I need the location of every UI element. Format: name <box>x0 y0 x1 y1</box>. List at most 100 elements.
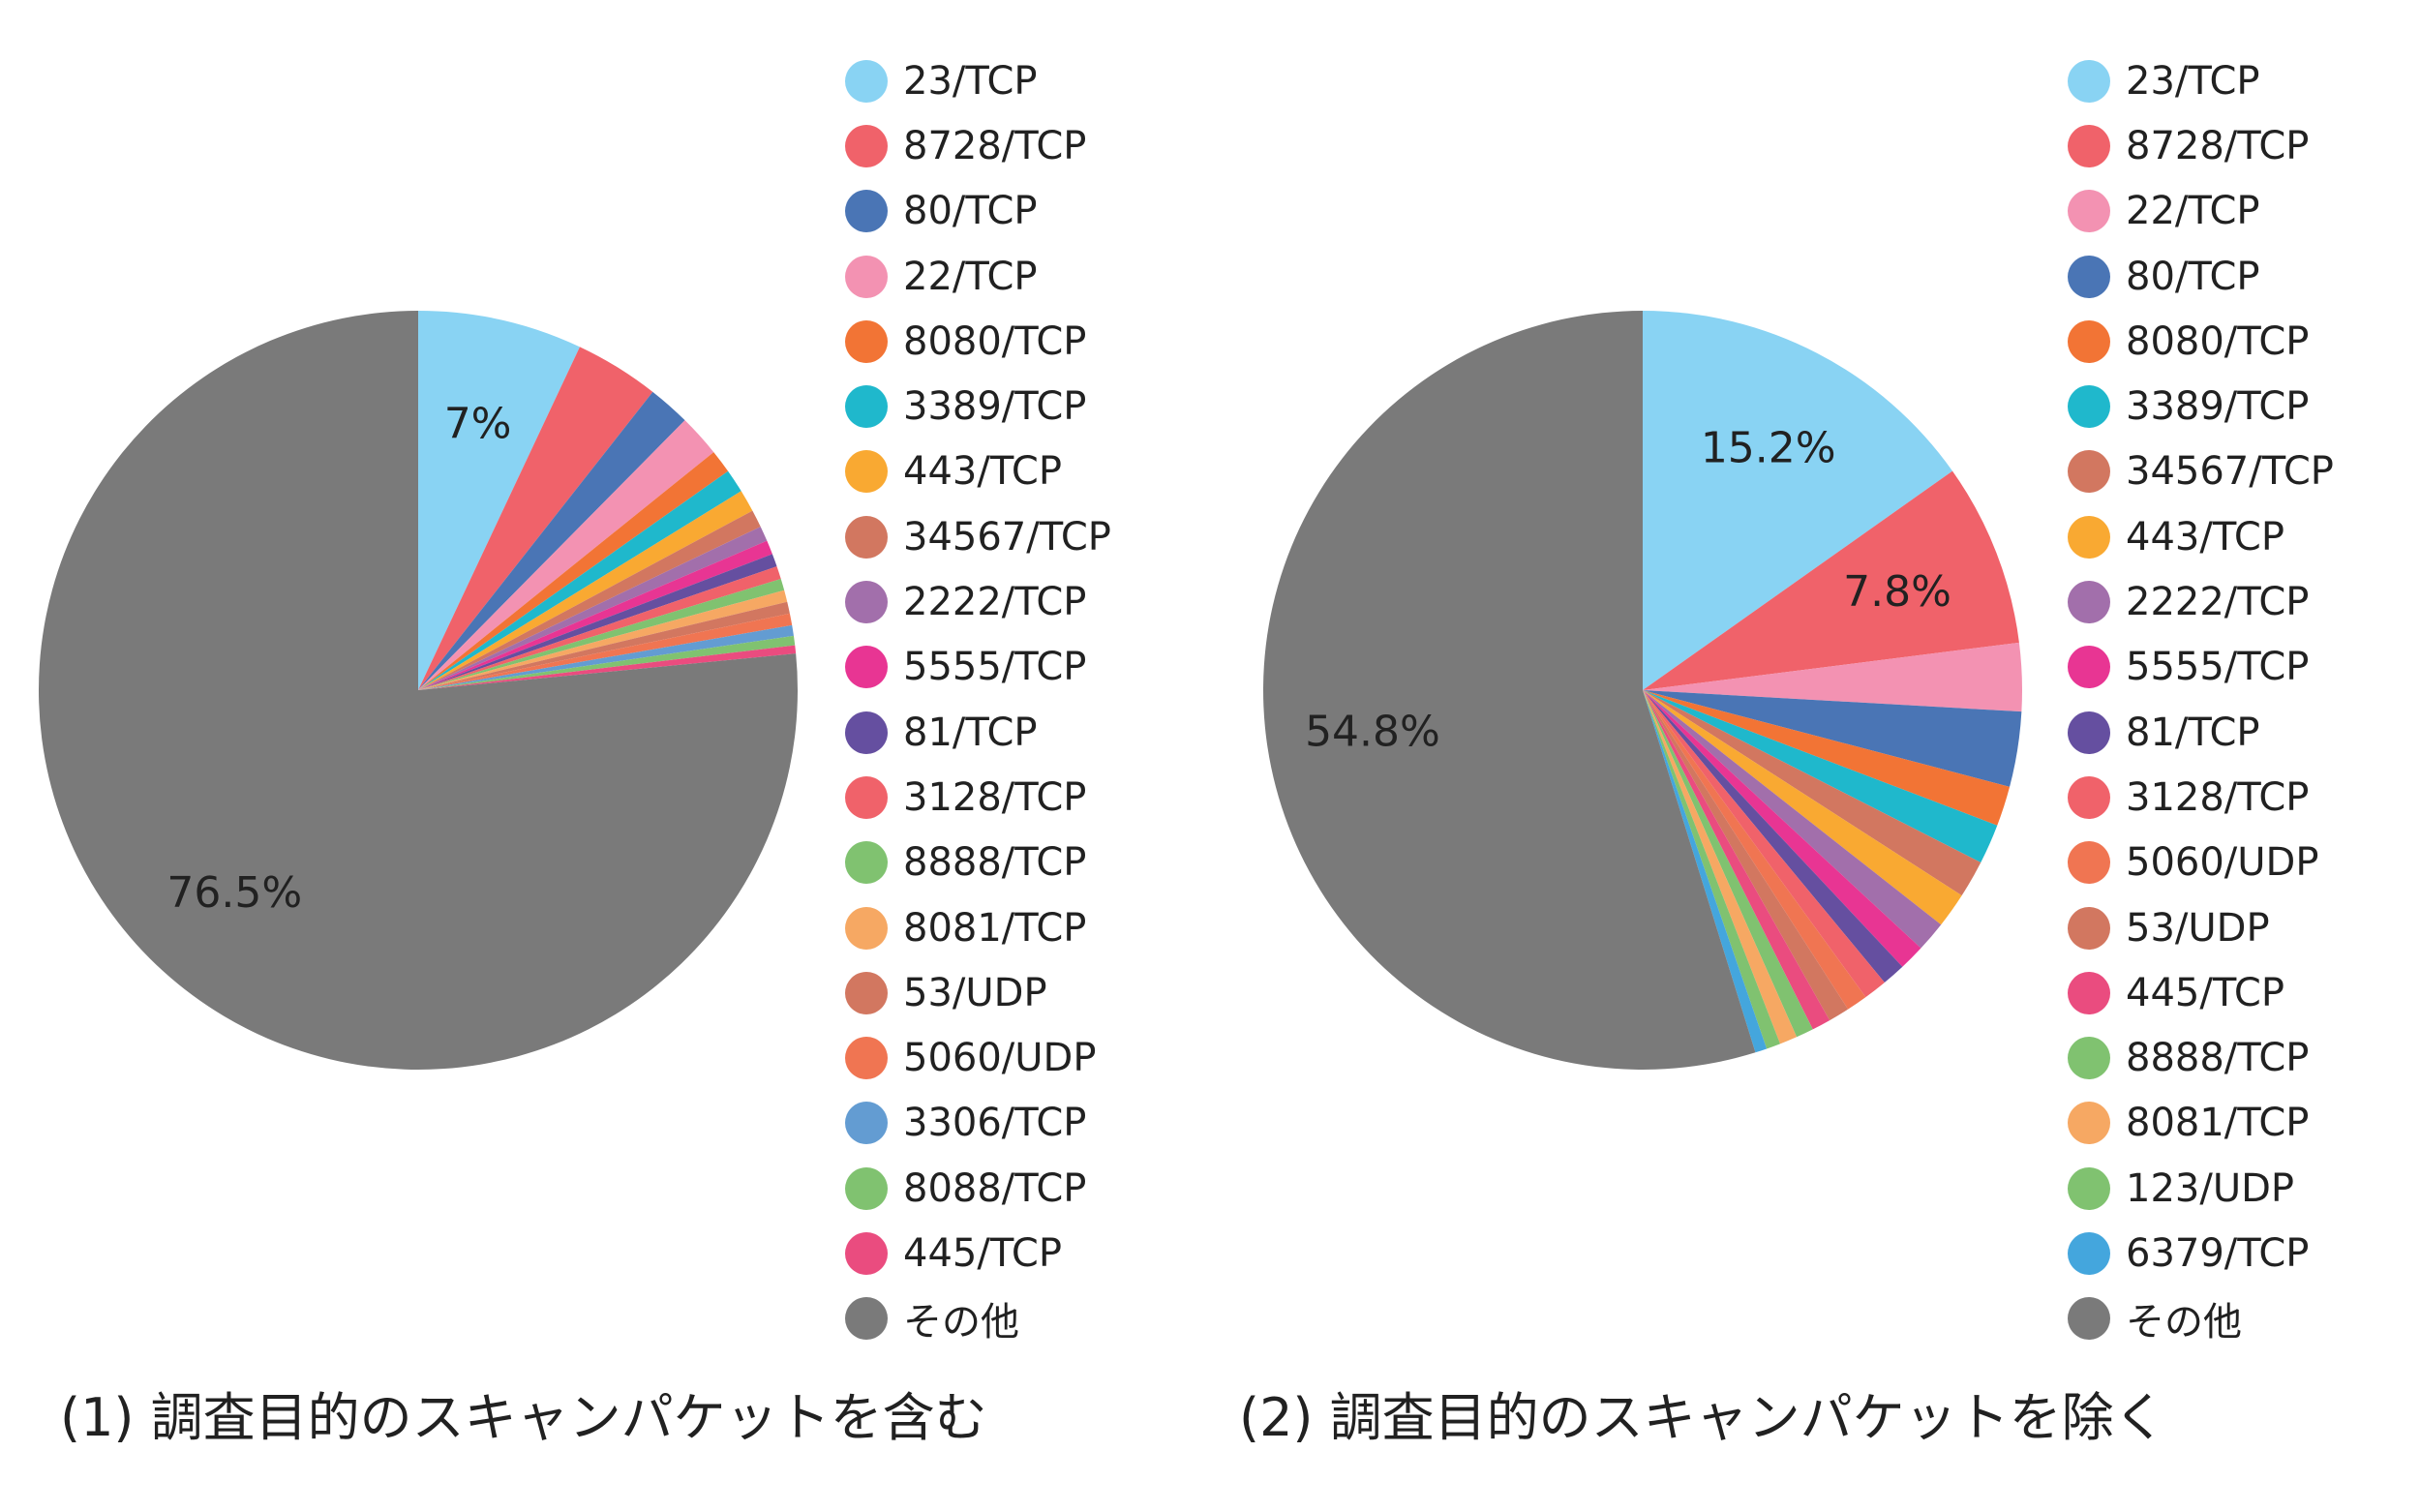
pie-slice <box>418 347 653 690</box>
legend-swatch-icon <box>845 1231 888 1275</box>
caption-chart-2: (2) 調査目的のスキャンパケットを除く <box>1239 1387 2166 1448</box>
pie-slice <box>1643 690 2022 787</box>
legend-label: 5060/UDP <box>903 1036 1097 1081</box>
legend-label: 34567/TCP <box>903 514 1111 559</box>
pie-slice <box>1643 690 1768 1053</box>
legend-chart-1: 23/TCP 8728/TCP 80/TCP 22/TCP 8080/TCP 3389/T… <box>845 48 1111 1351</box>
pie-slice <box>1643 690 1903 983</box>
slice-data-label: 15.2% <box>1701 423 1836 472</box>
slice-data-label: 76.5% <box>166 868 302 918</box>
legend-item: 5555/TCP <box>2068 635 2334 700</box>
pie-slice <box>1643 690 1921 967</box>
pie-slice <box>1643 690 1813 1038</box>
legend-label: 23/TCP <box>903 58 1038 104</box>
legend-item: 3128/TCP <box>845 765 1111 830</box>
slice-data-label: 54.8% <box>1305 707 1440 756</box>
legend-swatch-icon <box>2068 255 2110 298</box>
legend-label: 8728/TCP <box>903 123 1087 168</box>
legend-swatch-icon <box>2068 906 2110 950</box>
legend-item: 8728/TCP <box>845 113 1111 178</box>
pie-slice <box>1643 690 1981 896</box>
legend-label: 80/TCP <box>2126 254 2260 299</box>
pie-slice <box>1643 642 2022 712</box>
pie-slice <box>418 391 685 690</box>
legend-swatch-icon <box>845 1297 888 1341</box>
legend-item: 8888/TCP <box>845 831 1111 895</box>
legend-item: 123/UDP <box>2068 1156 2334 1221</box>
legend-swatch-icon <box>2068 711 2110 754</box>
pie-slice <box>418 510 761 690</box>
legend-item: 445/TCP <box>845 1221 1111 1285</box>
legend-item: 8080/TCP <box>845 309 1111 374</box>
legend-label: 3306/TCP <box>903 1101 1087 1146</box>
legend-item: その他 <box>2068 1286 2334 1351</box>
legend-item: 3389/TCP <box>2068 374 2334 438</box>
legend-item: 443/TCP <box>845 439 1111 504</box>
legend-label: 3389/TCP <box>903 384 1087 430</box>
pie-slice <box>1643 690 1885 998</box>
legend-label: 8888/TCP <box>2126 1036 2310 1081</box>
legend-item: 3306/TCP <box>845 1091 1111 1156</box>
legend-swatch-icon <box>2068 1102 2110 1145</box>
legend-item: 8081/TCP <box>2068 1091 2334 1156</box>
legend-swatch-icon <box>2068 581 2110 624</box>
legend-swatch-icon <box>845 1102 888 1145</box>
pie-slice <box>1643 690 1830 1030</box>
legend-item: 8081/TCP <box>845 895 1111 960</box>
legend-label: 80/TCP <box>903 189 1038 234</box>
legend-item: 8080/TCP <box>2068 309 2334 374</box>
legend-swatch-icon <box>2068 124 2110 167</box>
legend-label: 2222/TCP <box>903 580 1087 625</box>
legend-swatch-icon <box>2068 190 2110 233</box>
legend-swatch-icon <box>2068 775 2110 819</box>
legend-item: 80/TCP <box>2068 244 2334 309</box>
legend-item: その他 <box>845 1286 1111 1351</box>
legend-swatch-icon <box>845 841 888 885</box>
legend-swatch-icon <box>2068 385 2110 429</box>
pie-slice <box>418 540 772 690</box>
legend-swatch-icon <box>845 59 888 103</box>
legend-item: 3389/TCP <box>845 374 1111 438</box>
legend-label: 6379/TCP <box>2126 1230 2310 1276</box>
legend-swatch-icon <box>845 581 888 624</box>
legend-swatch-icon <box>845 515 888 559</box>
legend-item: 34567/TCP <box>845 504 1111 569</box>
legend-swatch-icon <box>2068 515 2110 559</box>
legend-item: 34567/TCP <box>2068 439 2334 504</box>
legend-label: その他 <box>2126 1300 2242 1346</box>
legend-label: 81/TCP <box>903 710 1038 755</box>
legend-label: 445/TCP <box>903 1230 1062 1276</box>
legend-label: 5555/TCP <box>2126 645 2310 690</box>
legend-label: 53/UDP <box>903 970 1047 1015</box>
pie-slice <box>418 554 777 690</box>
legend-label: 8081/TCP <box>2126 1101 2310 1146</box>
legend-item: 23/TCP <box>845 48 1111 113</box>
pie-slice <box>418 590 788 690</box>
legend-item: 22/TCP <box>845 244 1111 309</box>
pie-slice <box>418 527 768 690</box>
pie-slice <box>1643 690 2011 826</box>
legend-label: 8888/TCP <box>903 840 1087 886</box>
legend-swatch-icon <box>2068 646 2110 689</box>
legend-label: 8081/TCP <box>903 905 1087 951</box>
legend-swatch-icon <box>845 450 888 494</box>
legend-item: 8088/TCP <box>845 1156 1111 1221</box>
pie-slice <box>418 452 729 690</box>
legend-label: 3389/TCP <box>2126 384 2310 430</box>
pie-slice <box>418 635 796 690</box>
pie-slice <box>418 613 793 690</box>
legend-label: 5060/UDP <box>2126 840 2319 886</box>
legend-swatch-icon <box>845 775 888 819</box>
slice-data-label: 7% <box>444 400 512 449</box>
legend-swatch-icon <box>845 255 888 298</box>
pie-slice <box>1643 690 1781 1049</box>
legend-label: 445/TCP <box>2126 970 2284 1015</box>
pie-slice <box>1643 470 2019 690</box>
legend-label: 81/TCP <box>2126 710 2260 755</box>
legend-item: 2222/TCP <box>2068 569 2334 634</box>
legend-swatch-icon <box>845 1037 888 1080</box>
legend-swatch-icon <box>845 319 888 363</box>
legend-item: 22/TCP <box>2068 179 2334 244</box>
pie-slice <box>1643 690 1998 862</box>
pie-slice <box>1643 690 1798 1044</box>
